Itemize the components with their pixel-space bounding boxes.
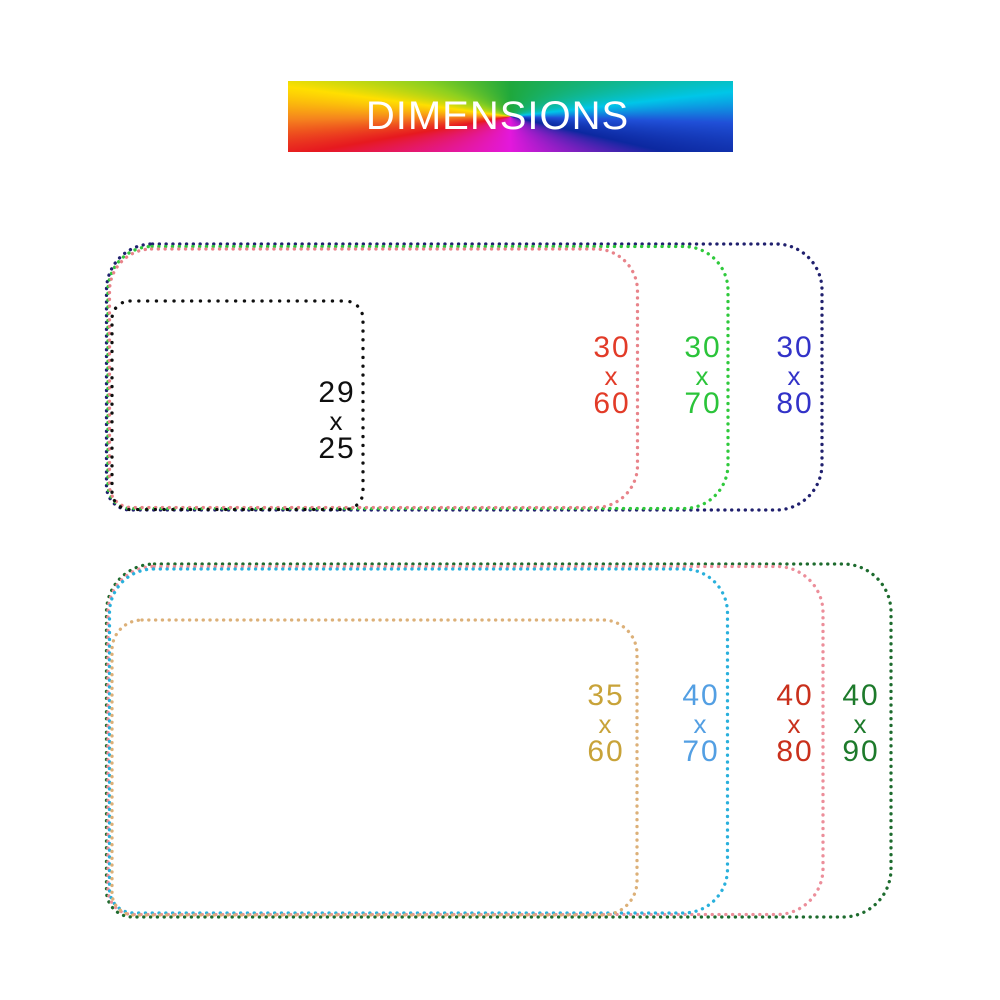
size-40x90-height: 90: [842, 735, 880, 768]
size-40x80-separator: x: [787, 709, 803, 739]
size-30x70-width: 30: [684, 331, 722, 364]
size-40x70-width: 40: [682, 679, 720, 712]
size-rect-40x80-border: [106, 564, 825, 917]
size-label-30x60: 30 x 60: [567, 331, 657, 420]
size-40x90-width: 40: [842, 679, 880, 712]
size-label-35x60: 35 x 60: [561, 679, 651, 768]
banner: DIMENSIONS: [288, 81, 733, 152]
size-35x60-separator: x: [598, 709, 614, 739]
size-label-40x90: 40 x 90: [816, 679, 906, 768]
size-30x80-width: 30: [776, 331, 814, 364]
size-35x60-width: 35: [587, 679, 625, 712]
banner-title: DIMENSIONS: [365, 94, 630, 138]
size-rect-40x90-border: [104, 562, 893, 919]
size-30x60-height: 60: [593, 387, 631, 420]
size-30x70-height: 70: [684, 387, 722, 420]
size-label-29x25: 29 x 25: [292, 376, 382, 465]
size-label-40x70: 40 x 70: [656, 679, 746, 768]
size-29x25-height: 25: [318, 432, 356, 465]
size-30x60-width: 30: [593, 331, 631, 364]
banner-rainbow-gradient: [288, 81, 733, 152]
size-30x60-separator: x: [604, 361, 620, 391]
size-40x80-height: 80: [776, 735, 814, 768]
size-label-30x70: 30 x 70: [658, 331, 748, 420]
size-30x80-height: 80: [776, 387, 814, 420]
size-label-40x80: 40 x 80: [750, 679, 840, 768]
size-rect-30x60-border: [107, 247, 640, 510]
size-rect-35x60-border: [110, 618, 639, 917]
size-rect-40x70-border: [107, 567, 730, 915]
size-30x80-separator: x: [787, 361, 803, 391]
size-29x25-separator: x: [329, 406, 345, 436]
size-29x25-width: 29: [318, 376, 356, 409]
size-30x70-separator: x: [695, 361, 711, 391]
size-35x60-height: 60: [587, 735, 625, 768]
size-rect-30x80-border: [104, 242, 824, 512]
size-40x80-width: 40: [776, 679, 814, 712]
size-40x90-separator: x: [853, 709, 869, 739]
size-40x70-separator: x: [693, 709, 709, 739]
size-label-30x80: 30 x 80: [750, 331, 840, 420]
size-40x70-height: 70: [682, 735, 720, 768]
